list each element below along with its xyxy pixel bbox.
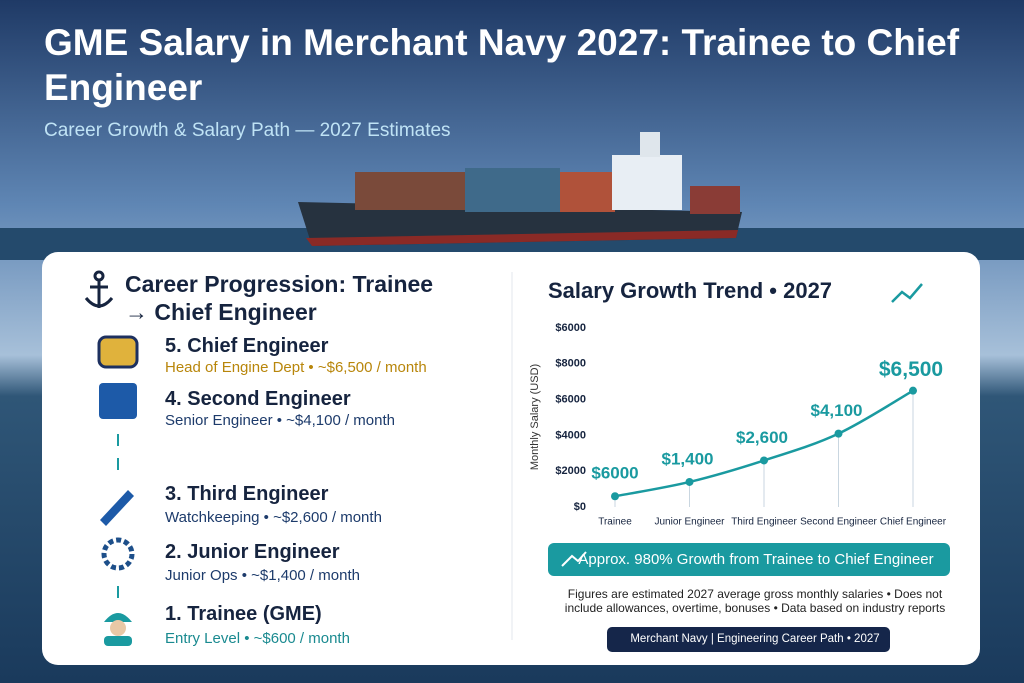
data-label: $6000 [591, 464, 638, 483]
point [834, 429, 843, 438]
containers [355, 132, 740, 214]
x-tick-label: Second Engineer [800, 517, 877, 528]
level-detail: Junior Ops • ~$1,400 / month [165, 567, 360, 584]
callout-box [548, 543, 950, 576]
data-label: $2,600 [736, 428, 788, 447]
data-label: $4,100 [811, 401, 863, 420]
x-tick-label: Junior Engineer [654, 517, 725, 528]
y-tick-label: $2000 [555, 465, 586, 477]
callout: Approx. 980% Growth from Trainee to Chie… [578, 551, 933, 568]
y-axis-label: Monthly Salary (USD) [529, 364, 541, 470]
card [42, 252, 980, 665]
level-title: 4. Second Engineer [165, 388, 351, 410]
y-tick-label: $4000 [555, 429, 586, 441]
level-title: 5. Chief Engineer [165, 335, 329, 357]
ship-background [0, 132, 1024, 260]
anchor-icon [84, 270, 114, 308]
trainee-icon [104, 613, 132, 646]
gear-icon [101, 537, 135, 571]
second-icon [99, 383, 137, 419]
callout-icon [561, 551, 587, 567]
level-title: 2. Junior Engineer [165, 541, 340, 563]
hull-red [306, 230, 738, 246]
level-detail: Senior Engineer • ~$4,100 / month [165, 412, 395, 429]
level-title: 3. Third Engineer [165, 483, 329, 505]
x-tick-label: Trainee [598, 517, 632, 528]
chief-icon [97, 335, 139, 369]
level-detail: Entry Level • ~$600 / month [165, 630, 350, 647]
y-tick-label: $6000 [555, 322, 586, 334]
level-detail: Watchkeeping • ~$2,600 / month [165, 509, 382, 526]
point [611, 492, 619, 501]
note: Figures are estimated 2027 average gross… [564, 587, 946, 615]
x-tick-label: Third Engineer [731, 517, 797, 528]
trend-icon [891, 283, 923, 303]
subtitle: Career Growth & Salary Path — 2027 Estim… [44, 120, 451, 141]
data-label: $1,400 [662, 449, 714, 468]
y-tick-label: $6000 [555, 394, 586, 406]
footer: Merchant Navy | Engineering Career Path … [630, 633, 879, 645]
y-tick-label: $0 [574, 501, 586, 513]
point [909, 386, 917, 395]
point [760, 456, 768, 465]
chart-title: Salary Growth Trend • 2027 [548, 278, 832, 303]
data-label: $6,500 [879, 358, 943, 381]
piston-icon [100, 490, 134, 526]
point [685, 477, 694, 486]
level-title: 1. Trainee (GME) [165, 603, 322, 625]
footer-pill [607, 627, 890, 652]
title: GME Salary in Merchant Navy 2027: Traine… [44, 22, 960, 108]
level-detail: Head of Engine Dept • ~$6,500 / month [165, 359, 427, 376]
x-tick-label: Chief Engineer [880, 517, 947, 528]
y-tick-label: $8000 [555, 358, 586, 370]
career-heading: Career Progression: Trainee → Chief Engi… [125, 271, 434, 325]
